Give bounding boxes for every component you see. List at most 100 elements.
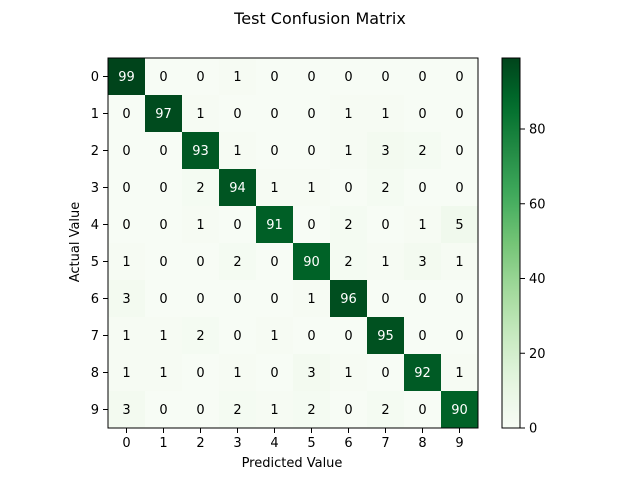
y-tick-label-6: 6 xyxy=(91,292,99,307)
cell-value-r5-c2: 0 xyxy=(196,255,204,270)
x-tick-label-0: 0 xyxy=(122,436,130,451)
heatmap-cell-r1-c3 xyxy=(219,95,257,133)
cell-value-r2-c2: 93 xyxy=(192,144,209,159)
heatmap-cell-r7-c5 xyxy=(293,317,331,355)
cell-value-r6-c3: 0 xyxy=(233,292,241,307)
heatmap-cell-r3-c6 xyxy=(330,169,368,207)
cell-value-r6-c2: 0 xyxy=(196,292,204,307)
heatmap-cell-r0-c2 xyxy=(182,58,220,96)
heatmap-cell-r3-c1 xyxy=(145,169,183,207)
cell-value-r1-c5: 0 xyxy=(307,107,315,122)
heatmap-cell-r4-c6 xyxy=(330,206,368,244)
cell-value-r1-c7: 1 xyxy=(381,107,389,122)
heatmap-cell-r4-c2 xyxy=(182,206,220,244)
heatmap-cell-r4-c5 xyxy=(293,206,331,244)
heatmap-cells xyxy=(108,58,479,429)
cell-value-r3-c4: 1 xyxy=(270,181,278,196)
cell-value-r3-c6: 0 xyxy=(344,181,352,196)
cell-value-r0-c9: 0 xyxy=(455,70,463,85)
heatmap-cell-r2-c8 xyxy=(404,132,442,170)
heatmap-cell-r6-c6 xyxy=(330,280,368,318)
heatmap-cell-r0-c8 xyxy=(404,58,442,96)
y-tick-label-9: 9 xyxy=(91,403,99,418)
heatmap-cell-r0-c5 xyxy=(293,58,331,96)
cell-value-r6-c6: 96 xyxy=(340,292,357,307)
cell-value-r5-c6: 2 xyxy=(344,255,352,270)
heatmap-cell-r3-c5 xyxy=(293,169,331,207)
heatmap-cell-r7-c8 xyxy=(404,317,442,355)
cell-value-r4-c2: 1 xyxy=(196,218,204,233)
x-axis-label: Predicted Value xyxy=(242,456,343,471)
cell-value-r8-c3: 1 xyxy=(233,366,241,381)
plot-frame xyxy=(107,57,479,429)
cell-value-r5-c0: 1 xyxy=(122,255,130,270)
heatmap-cell-r5-c3 xyxy=(219,243,257,281)
heatmap-cell-r2-c0 xyxy=(108,132,146,170)
cell-value-r9-c2: 0 xyxy=(196,403,204,418)
cell-value-r7-c8: 0 xyxy=(418,329,426,344)
heatmap-cell-r9-c7 xyxy=(367,391,405,429)
heatmap-cell-r0-c4 xyxy=(256,58,294,96)
heatmap-cell-r0-c7 xyxy=(367,58,405,96)
cell-value-r5-c1: 0 xyxy=(159,255,167,270)
cell-value-r0-c6: 0 xyxy=(344,70,352,85)
heatmap-cell-r3-c0 xyxy=(108,169,146,207)
heatmap-cell-r3-c7 xyxy=(367,169,405,207)
heatmap-cell-r5-c9 xyxy=(441,243,479,281)
heatmap-cell-r8-c8 xyxy=(404,354,442,392)
cell-value-r0-c2: 0 xyxy=(196,70,204,85)
heatmap-cell-r1-c4 xyxy=(256,95,294,133)
heatmap-cell-r3-c3 xyxy=(219,169,257,207)
heatmap-cell-r5-c4 xyxy=(256,243,294,281)
y-tick-label-5: 5 xyxy=(91,255,99,270)
heatmap-cell-r4-c4 xyxy=(256,206,294,244)
heatmap-cell-r7-c2 xyxy=(182,317,220,355)
cell-value-r1-c0: 0 xyxy=(122,107,130,122)
cell-value-r0-c7: 0 xyxy=(381,70,389,85)
heatmap-cell-r9-c6 xyxy=(330,391,368,429)
heatmap-cell-r6-c3 xyxy=(219,280,257,318)
heatmap-cell-r9-c2 xyxy=(182,391,220,429)
heatmap-cell-r7-c1 xyxy=(145,317,183,355)
heatmap-cell-r0-c3 xyxy=(219,58,257,96)
x-tick-label-1: 1 xyxy=(159,436,167,451)
heatmap-cell-r1-c5 xyxy=(293,95,331,133)
heatmap-cell-r2-c3 xyxy=(219,132,257,170)
heatmap-cell-r7-c0 xyxy=(108,317,146,355)
heatmap-cell-r2-c4 xyxy=(256,132,294,170)
heatmap-cell-r4-c7 xyxy=(367,206,405,244)
cell-value-r8-c4: 0 xyxy=(270,366,278,381)
heatmap-cell-r4-c8 xyxy=(404,206,442,244)
cell-value-r8-c5: 3 xyxy=(307,366,315,381)
x-tick-label-4: 4 xyxy=(270,436,278,451)
cell-value-r7-c2: 2 xyxy=(196,329,204,344)
heatmap-cell-r8-c7 xyxy=(367,354,405,392)
heatmap-cell-r9-c0 xyxy=(108,391,146,429)
cell-value-r9-c0: 3 xyxy=(122,403,130,418)
y-axis-label: Actual Value xyxy=(68,202,83,283)
cell-value-r7-c7: 95 xyxy=(377,329,394,344)
x-tick-label-7: 7 xyxy=(381,436,389,451)
cell-value-r5-c4: 0 xyxy=(270,255,278,270)
cell-value-r2-c8: 2 xyxy=(418,144,426,159)
cell-value-r0-c8: 0 xyxy=(418,70,426,85)
heatmap-cell-r4-c0 xyxy=(108,206,146,244)
heatmap-cell-r8-c4 xyxy=(256,354,294,392)
heatmap-cell-r9-c3 xyxy=(219,391,257,429)
cell-value-r1-c3: 0 xyxy=(233,107,241,122)
y-tick-label-1: 1 xyxy=(91,107,99,122)
cell-labels: 99 0 0 1 0 0 0 0 0 0 0 97 1 0 0 0 1 1 0 0 0 0 93 1 0 0 1 3 2 0 0 0 2 94 1 1… xyxy=(118,70,468,418)
cell-value-r3-c3: 94 xyxy=(229,181,246,196)
colorbar-tick-label-3: 60 xyxy=(529,197,546,212)
y-tick-label-8: 8 xyxy=(91,366,99,381)
cell-value-r2-c6: 1 xyxy=(344,144,352,159)
heatmap-cell-r6-c5 xyxy=(293,280,331,318)
heatmap-cell-r9-c8 xyxy=(404,391,442,429)
cell-value-r9-c5: 2 xyxy=(307,403,315,418)
heatmap-cell-r6-c2 xyxy=(182,280,220,318)
heatmap-cell-r6-c4 xyxy=(256,280,294,318)
y-tick-label-3: 3 xyxy=(91,181,99,196)
heatmap-cell-r1-c1 xyxy=(145,95,183,133)
cell-value-r2-c1: 0 xyxy=(159,144,167,159)
cell-value-r0-c4: 0 xyxy=(270,70,278,85)
